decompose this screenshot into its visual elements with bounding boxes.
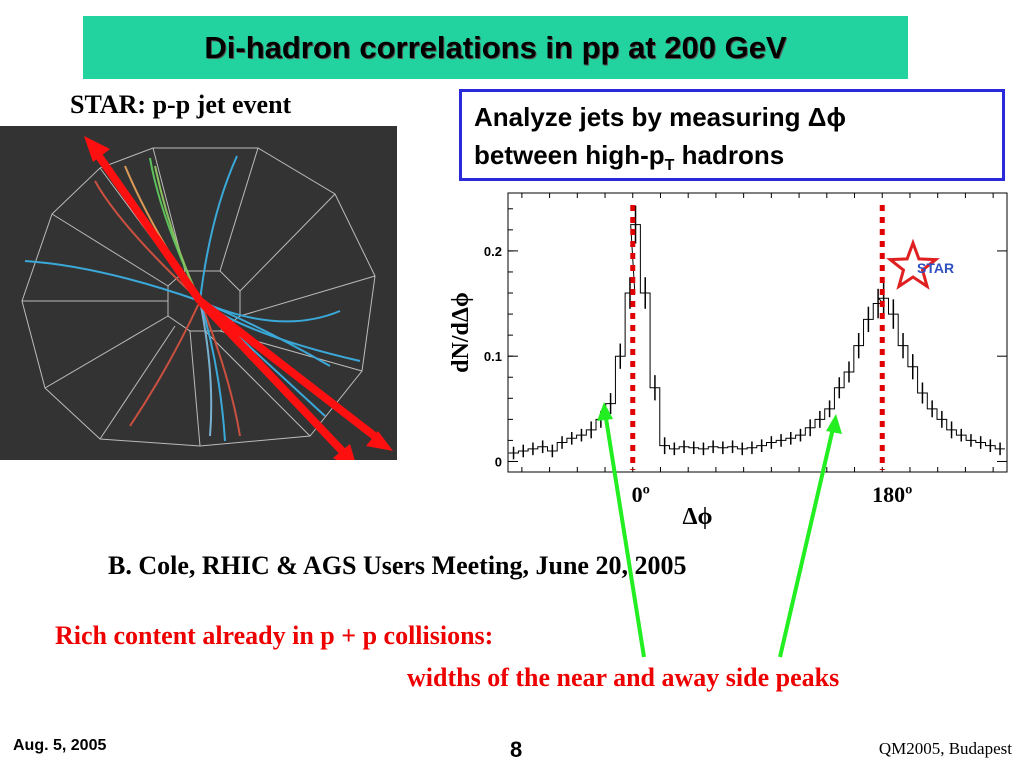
jet-arrow-head-down-1 <box>333 444 355 460</box>
correlation-plot: 0 0.1 0.2 STAR dN/dΔϕ 0º 180º Δϕ <box>448 192 1008 530</box>
jet-arrow-head-up <box>84 136 110 162</box>
note-line-1: Rich content already in p + p collisions… <box>55 621 494 650</box>
footer-conference: QM2005, Budapest <box>878 739 1012 758</box>
footer-page-number: 8 <box>510 737 523 762</box>
y-axis-label: dN/dΔϕ <box>448 292 474 373</box>
plot-frame <box>507 192 1008 473</box>
info-line-2-sub: T <box>664 157 675 175</box>
jet-axis-arrows <box>92 149 380 457</box>
note-line-2: widths of the near and away side peaks <box>407 663 840 692</box>
info-line-1: Analyze jets by measuring Δϕ <box>474 102 846 132</box>
event-caption: STAR: p-p jet event <box>70 90 292 119</box>
y-tick-label: 0 <box>495 454 502 469</box>
y-tick-label: 0.1 <box>484 349 502 364</box>
info-box: Analyze jets by measuring Δϕ between hig… <box>459 89 1005 181</box>
footer-date: Aug. 5, 2005 <box>13 737 107 754</box>
detector-outline <box>21 147 376 447</box>
y-tick-label: 0.2 <box>484 244 502 259</box>
jet-arrow-head-down-2 <box>366 431 393 451</box>
title-bar <box>83 16 908 79</box>
x-tick-label: 180º <box>872 482 912 507</box>
slide-title: Di-hadron correlations in pp at 200 GeV <box>204 29 787 65</box>
x-tick-label: 0º <box>632 482 650 507</box>
x-axis-label: Δϕ <box>682 504 712 530</box>
info-line-2-suffix: hadrons <box>674 140 785 170</box>
info-line-2: between high-pT hadrons <box>474 136 990 185</box>
info-line-2-prefix: between high-p <box>474 140 665 170</box>
jet-event-display <box>0 126 397 460</box>
citation: B. Cole, RHIC & AGS Users Meeting, June … <box>108 551 687 580</box>
histogram-series <box>508 224 1005 454</box>
star-logo-text: STAR <box>917 260 954 276</box>
star-logo-icon <box>886 238 940 290</box>
